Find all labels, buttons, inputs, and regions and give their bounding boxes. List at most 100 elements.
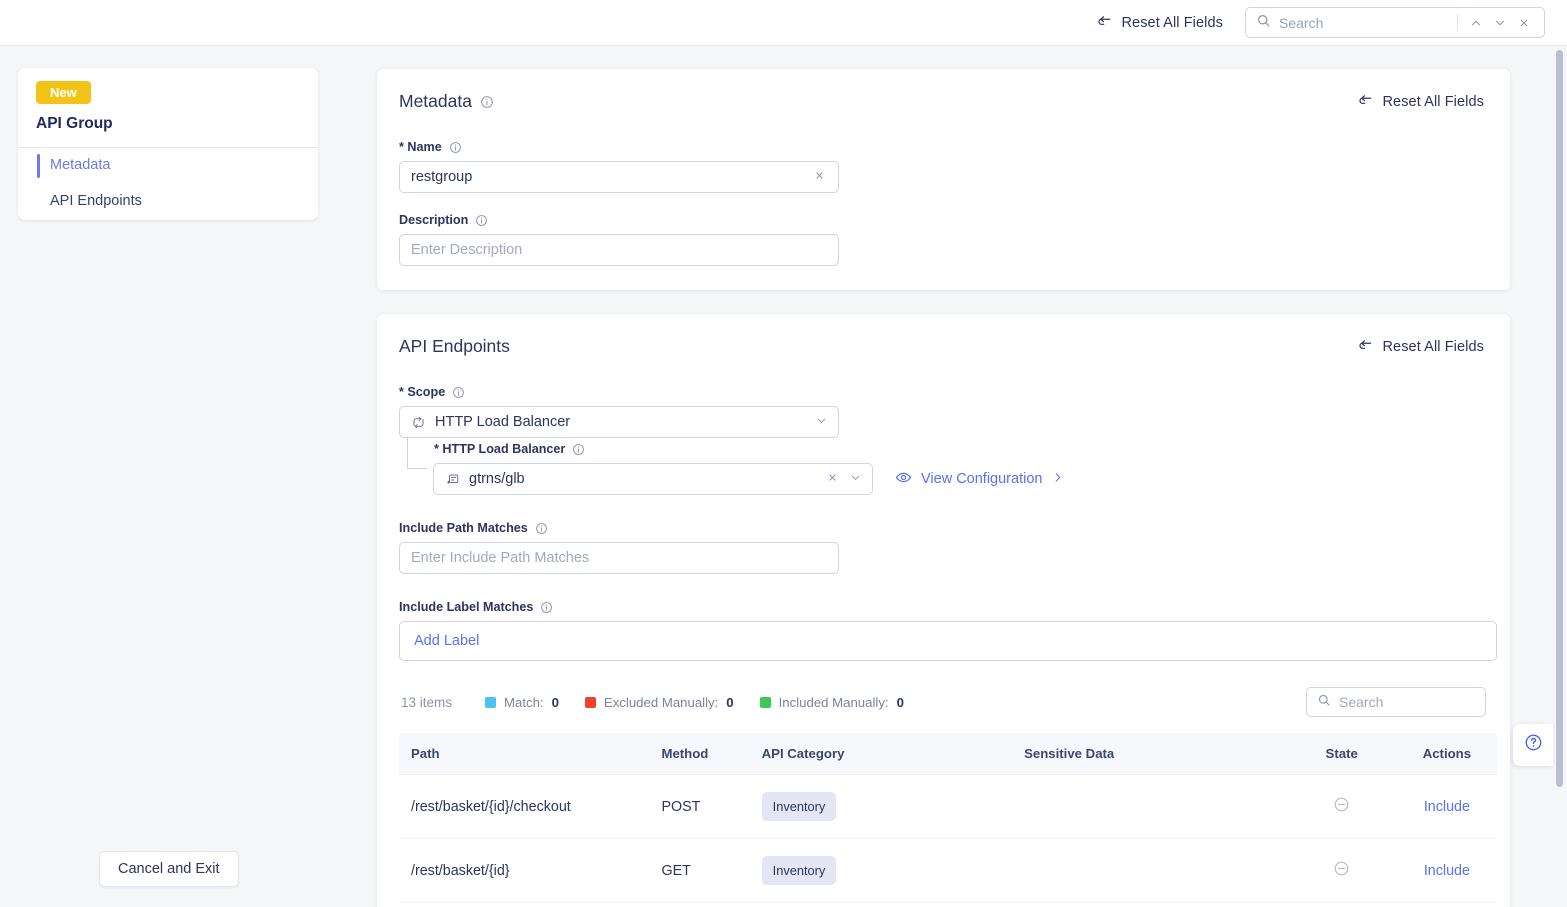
- add-label-button[interactable]: Add Label: [414, 633, 480, 649]
- include-path-matches-input[interactable]: Enter Include Path Matches: [399, 542, 839, 574]
- reset-icon: [1357, 91, 1374, 112]
- cell-state: [1286, 902, 1397, 907]
- table-row[interactable]: /rest/captcha GET Inventory: [399, 902, 1497, 907]
- wizard-nav-card: New API Group Metadata API Endpoints: [18, 68, 318, 220]
- name-label-row: * Name: [399, 140, 1488, 154]
- endpoints-reset-label: Reset All Fields: [1382, 338, 1484, 355]
- name-label: * Name: [399, 140, 442, 154]
- info-icon[interactable]: [475, 214, 488, 227]
- scope-label-row: * Scope: [399, 385, 1488, 399]
- label-matches-label: Include Label Matches: [399, 600, 534, 614]
- path-matches-label-row: Include Path Matches: [399, 521, 1488, 535]
- metadata-card-header: Metadata Reset All Fields: [377, 69, 1510, 116]
- sidebar-item-metadata[interactable]: Metadata: [36, 148, 300, 184]
- status-badge: New: [36, 81, 91, 104]
- items-count: 13 items: [401, 694, 453, 710]
- global-reset-label: Reset All Fields: [1121, 14, 1223, 31]
- cell-state: [1286, 774, 1397, 839]
- table-header-row: Path Method API Category Sensitive Data …: [399, 733, 1497, 775]
- legend-value-excluded: 0: [726, 694, 734, 710]
- load-balancer-icon: [411, 415, 426, 430]
- metadata-reset-all-fields-button[interactable]: Reset All Fields: [1357, 91, 1484, 112]
- info-icon[interactable]: [452, 386, 465, 399]
- http-load-balancer-value: gtrns/glb: [469, 471, 525, 487]
- lb-label-row: * HTTP Load Balancer: [434, 442, 1488, 456]
- table-search-input[interactable]: Search: [1339, 694, 1384, 710]
- chevron-up-icon[interactable]: [1464, 16, 1488, 30]
- page-scrollbar[interactable]: [1556, 50, 1563, 787]
- cell-actions: Include: [1396, 774, 1497, 839]
- column-header-path: Path: [399, 733, 662, 775]
- include-button[interactable]: Include: [1423, 798, 1470, 815]
- cell-api-category: Inventory: [761, 902, 1025, 907]
- close-icon[interactable]: [1512, 16, 1536, 30]
- cell-method: POST: [661, 774, 762, 839]
- nav-divider: [18, 147, 318, 148]
- scope-select[interactable]: HTTP Load Balancer: [399, 406, 839, 438]
- table-search-box[interactable]: Search: [1306, 687, 1486, 717]
- table-toolbar: 13 items Match: 0 Excluded Manually: 0: [399, 687, 1488, 717]
- cell-actions: Include: [1396, 902, 1497, 907]
- description-label: Description: [399, 213, 469, 227]
- include-button[interactable]: Include: [1423, 862, 1470, 879]
- description-input[interactable]: Enter Description: [399, 234, 839, 266]
- sidebar-item-label: API Endpoints: [50, 192, 142, 209]
- include-label-matches-box: Add Label: [399, 621, 1497, 661]
- search-icon: [1256, 13, 1271, 33]
- help-button[interactable]: [1513, 724, 1553, 766]
- metadata-card: Metadata Reset All Fields * Name: [376, 68, 1511, 291]
- help-circle-icon: [1524, 733, 1543, 757]
- lb-label: * HTTP Load Balancer: [434, 442, 566, 456]
- name-field-group: * Name restgroup: [399, 140, 1488, 193]
- scope-label: * Scope: [399, 385, 446, 399]
- clear-icon[interactable]: [824, 471, 841, 488]
- page-title: API Group: [36, 115, 113, 132]
- cell-actions: Include: [1396, 838, 1497, 903]
- endpoints-reset-all-fields-button[interactable]: Reset All Fields: [1357, 336, 1484, 357]
- info-icon[interactable]: [535, 522, 548, 535]
- metadata-reset-label: Reset All Fields: [1382, 93, 1484, 110]
- lb-row: gtrns/glb View Conf: [433, 463, 1488, 495]
- chevron-down-icon[interactable]: [849, 471, 862, 488]
- cell-path: /rest/captcha: [399, 902, 662, 907]
- metadata-title-group: Metadata: [399, 91, 494, 112]
- info-icon[interactable]: [540, 601, 553, 614]
- cell-state: [1286, 838, 1397, 903]
- column-header-sensitive-data: Sensitive Data: [1024, 733, 1287, 775]
- metadata-card-body: * Name restgroup Description: [377, 116, 1510, 290]
- legend-label-match: Match:: [504, 694, 544, 710]
- legend-swatch-included: [759, 696, 771, 708]
- cancel-and-exit-button[interactable]: Cancel and Exit: [99, 851, 239, 887]
- chevron-down-icon[interactable]: [815, 414, 828, 431]
- column-header-method: Method: [661, 733, 762, 775]
- legend-item-included: Included Manually: 0: [759, 694, 904, 710]
- global-search-box[interactable]: Search: [1245, 7, 1545, 38]
- column-header-api-category: API Category: [761, 733, 1025, 775]
- info-icon[interactable]: [572, 443, 585, 456]
- cell-method: GET: [661, 838, 762, 903]
- main-content: Metadata Reset All Fields * Name: [356, 46, 1567, 907]
- clear-icon[interactable]: [811, 169, 828, 186]
- info-icon[interactable]: [449, 141, 462, 154]
- minus-circle-icon: [1333, 861, 1350, 881]
- global-search-input[interactable]: Search: [1279, 14, 1324, 31]
- sidebar-item-api-endpoints[interactable]: API Endpoints: [36, 184, 300, 220]
- column-header-actions: Actions: [1396, 733, 1497, 775]
- view-configuration-link[interactable]: View Configuration: [895, 469, 1064, 490]
- legend-label-included: Included Manually:: [778, 694, 889, 710]
- cell-path: /rest/basket/{id}/checkout: [399, 774, 662, 839]
- reset-icon: [1096, 12, 1113, 33]
- table-row[interactable]: /rest/basket/{id}/checkout POST Inventor…: [399, 774, 1497, 839]
- http-load-balancer-select[interactable]: gtrns/glb: [433, 463, 873, 495]
- global-reset-all-fields-button[interactable]: Reset All Fields: [1096, 12, 1223, 33]
- description-label-row: Description: [399, 213, 1488, 227]
- table-body: /rest/basket/{id}/checkout POST Inventor…: [399, 774, 1497, 907]
- info-icon[interactable]: [480, 95, 494, 109]
- name-input[interactable]: restgroup: [399, 161, 839, 193]
- table-header: Path Method API Category Sensitive Data …: [399, 733, 1497, 775]
- sidebar-item-label: Metadata: [50, 157, 111, 173]
- api-endpoints-title: API Endpoints: [399, 336, 510, 356]
- endpoints-table: Path Method API Category Sensitive Data …: [399, 733, 1497, 907]
- table-row[interactable]: /rest/basket/{id} GET Inventory: [399, 838, 1497, 903]
- chevron-down-icon[interactable]: [1488, 16, 1512, 30]
